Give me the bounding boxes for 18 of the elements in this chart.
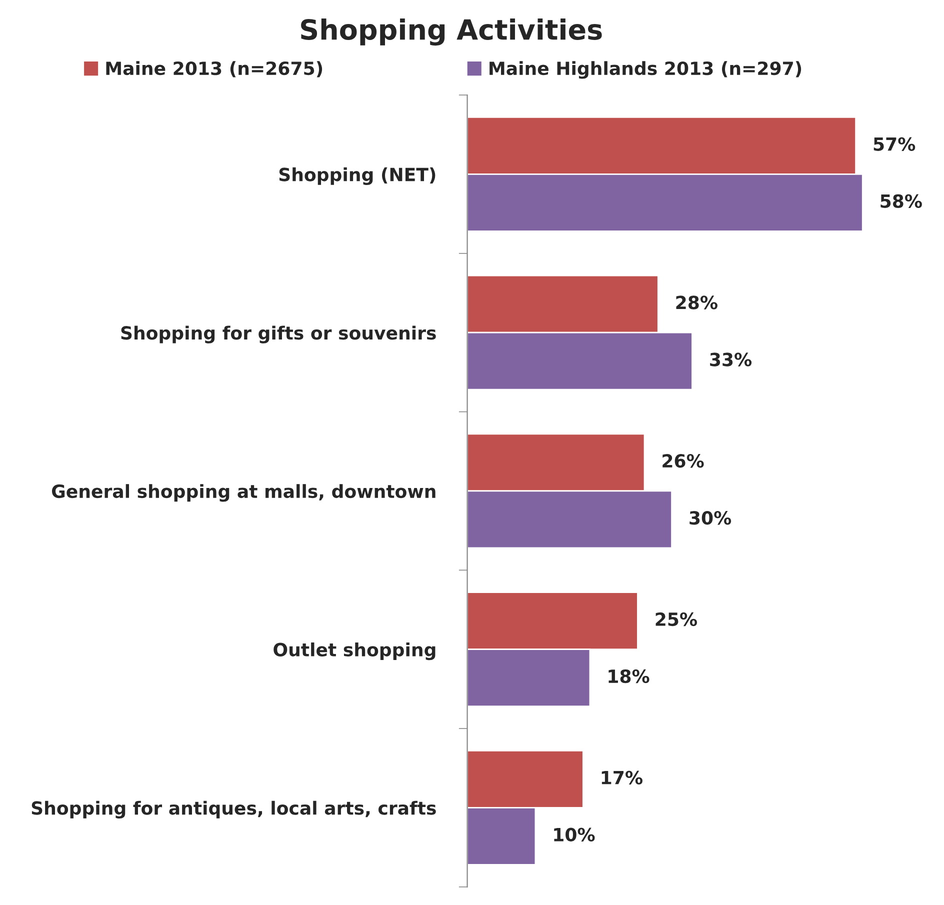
- data-label: 33%: [710, 352, 752, 366]
- data-label: 17%: [602, 770, 642, 784]
- y-tick-label: General shopping at malls, downtown: [52, 484, 436, 502]
- y-tick-label: Shopping (NET): [279, 167, 436, 185]
- data-label: 26%: [662, 454, 704, 468]
- data-label: 58%: [880, 194, 922, 208]
- data-label: 25%: [656, 612, 697, 626]
- data-label: 18%: [608, 669, 650, 684]
- y-tick-label: Shopping for gifts or souvenirs: [121, 326, 436, 344]
- y-tick-label: Outlet shopping: [274, 642, 436, 660]
- y-tick-label: Shopping for antiques, local arts, crafts: [32, 800, 436, 818]
- legend-label: Maine 2013 (n=2675): [106, 61, 322, 78]
- data-label: 28%: [676, 296, 718, 310]
- data-label: 10%: [554, 828, 595, 842]
- chart-title: Shopping Activities: [301, 18, 602, 46]
- data-label: 57%: [874, 137, 916, 151]
- data-label: 30%: [690, 511, 732, 525]
- legend-label: Maine Highlands 2013 (n=297): [490, 61, 802, 79]
